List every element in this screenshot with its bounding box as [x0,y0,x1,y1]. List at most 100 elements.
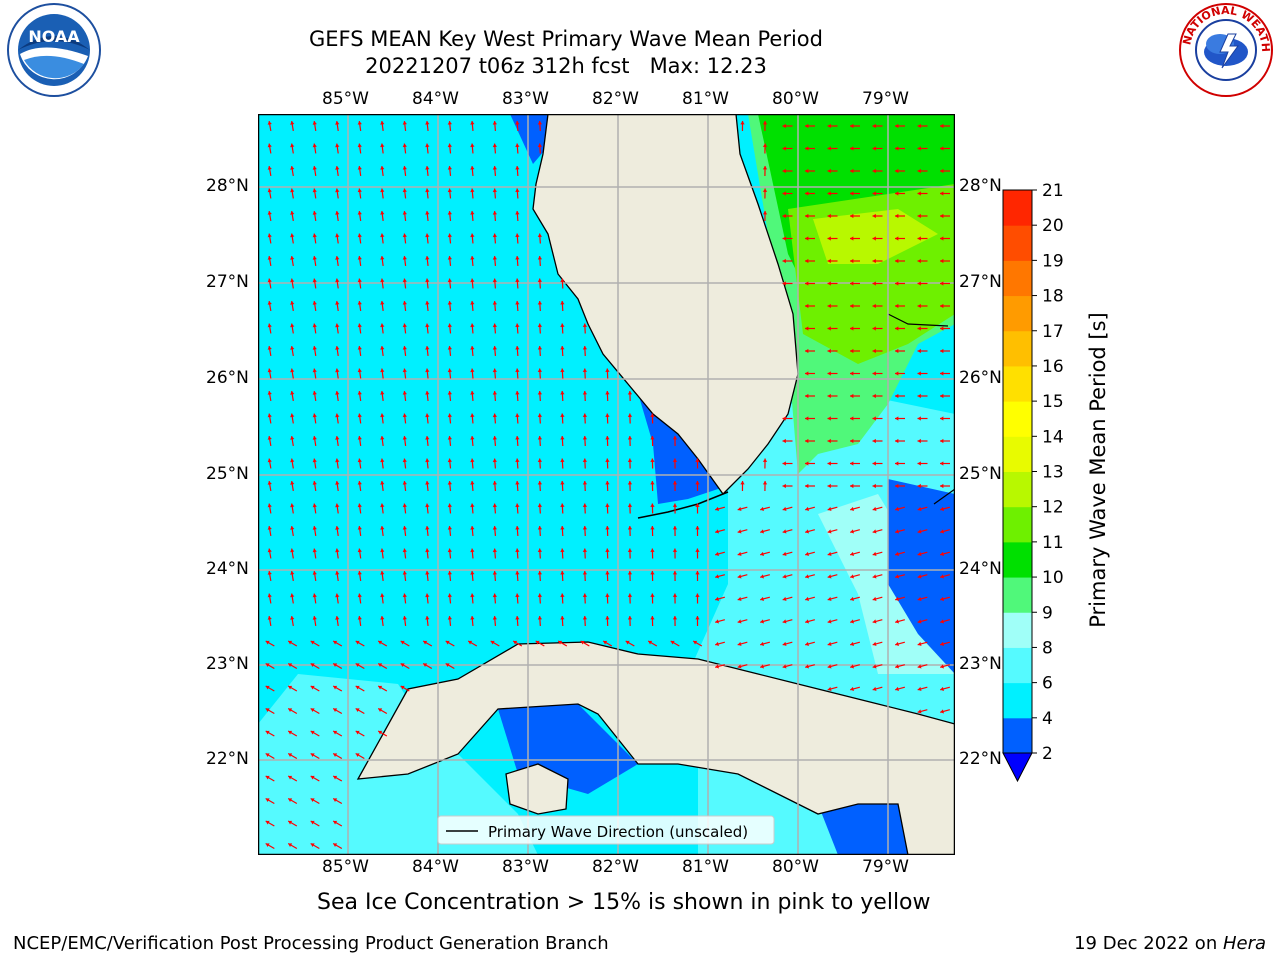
wave-arrow-head [492,436,497,440]
wave-arrow-head [605,616,610,620]
wave-arrow-head [333,730,338,735]
wave-arrow-head [737,506,742,511]
wave-arrow-head [805,326,809,331]
wave-arrow-head [470,436,475,440]
latitude-label-left: 24°N [206,559,249,579]
wave-arrow-head [672,616,678,620]
wave-arrow-head [917,393,921,399]
footer-left: NCEP/EMC/Verification Post Processing Pr… [13,933,609,954]
wave-arrow-head [560,503,565,508]
wave-arrow-head [312,436,317,440]
wave-arrow-head [872,483,876,489]
wave-arrow-head [290,346,295,350]
wave-arrow-head [737,551,742,556]
wave-arrow-head [695,526,700,530]
wave-arrow-head [805,506,809,511]
colorbar-tick-label: 20 [1042,216,1064,236]
wave-arrow-head [782,236,786,241]
wave-arrow-head [425,346,430,350]
wave-arrow-head [357,323,362,328]
wave-arrow-head [940,461,944,466]
wave-arrow-head [827,641,832,646]
wave-arrow-head [940,641,944,646]
wave-direction-arrows [265,120,950,850]
wave-arrow-head [312,571,317,575]
wave-arrow-head [425,526,430,530]
colorbar-tick-label: 17 [1042,322,1064,342]
wave-arrow-head [265,753,270,758]
wave-arrow-head [940,438,944,444]
wave-arrow-head [492,233,497,238]
wave-arrow-head [378,685,383,690]
wave-arrow-head [895,168,899,174]
wave-arrow-head [782,483,786,489]
latitude-label-left: 23°N [206,654,249,674]
wave-arrow-head [312,413,317,418]
wave-arrow-head [537,458,543,463]
wave-arrow-head [850,438,854,444]
wave-arrow-head [605,526,610,530]
wave-arrow-head [872,461,876,466]
wave-arrow-head [447,481,452,485]
wave-arrow-head [447,593,452,598]
wave-arrow-head [917,641,922,646]
wave-arrow-head [582,346,588,350]
wave-arrow-head [267,323,272,328]
wave-arrow-head [872,213,876,219]
wave-arrow-head [470,211,475,215]
wave-arrow-head [582,548,588,552]
wave-arrow-head [670,640,675,645]
wave-arrow-head [850,483,854,489]
wave-arrow-head [560,346,565,350]
wave-arrow-head [357,188,362,193]
wave-arrow-head [872,529,877,534]
wave-arrow-head [335,503,340,508]
wave-arrow-head [515,323,520,328]
wave-arrow-head [762,481,768,485]
wave-arrow-head [737,529,742,534]
wave-arrow-head [335,346,340,350]
wave-arrow-head [850,461,854,466]
wave-arrow-head [310,685,315,690]
isle-of-youth [505,763,569,815]
wave-arrow-head [355,640,360,645]
wave-arrow-head [805,146,809,151]
wave-arrow-head [515,143,520,148]
colorbar-segment [1003,471,1032,508]
wave-arrow-head [872,258,876,264]
wave-arrow-head [627,616,633,620]
map-area: Primary Wave Direction (unscaled) [258,114,955,855]
wave-arrow-head [265,663,270,668]
wave-arrow-head [380,256,385,260]
wave-arrow-head [335,143,340,148]
wave-arrow-head [850,619,854,624]
wave-arrow-head [895,303,899,309]
wave-arrow-head [402,413,407,418]
longitude-label-bottom: 83°W [502,857,549,877]
wave-arrow-head [560,548,565,553]
wave-arrow-head [850,393,854,399]
wave-arrow-head [290,211,295,215]
wave-arrow-head [537,503,543,508]
wave-arrow-head [537,301,543,305]
wave-arrow-head [447,278,452,283]
wave-arrow-head [537,616,543,620]
wave-arrow-head [425,256,430,260]
wave-arrow-head [603,640,608,645]
colorbar-tick-label: 13 [1042,463,1064,483]
wave-arrow-head [872,506,877,511]
wave-arrow-head [425,368,430,373]
colorbar-tick-label: 18 [1042,287,1064,307]
wave-arrow-head [402,368,407,373]
wave-arrow-head [447,301,452,305]
wave-arrow-head [402,278,407,283]
colorbar-extend-triangle [1002,752,1033,783]
wave-arrow-head [737,619,742,624]
wave-arrow-head [895,483,899,489]
colorbar-segment [1003,436,1032,472]
wave-arrow-head [560,323,565,328]
wave-arrow-head [850,168,854,174]
wave-arrow-head [537,571,543,575]
wave-arrow-head [850,303,854,309]
wave-arrow-head [537,413,543,418]
